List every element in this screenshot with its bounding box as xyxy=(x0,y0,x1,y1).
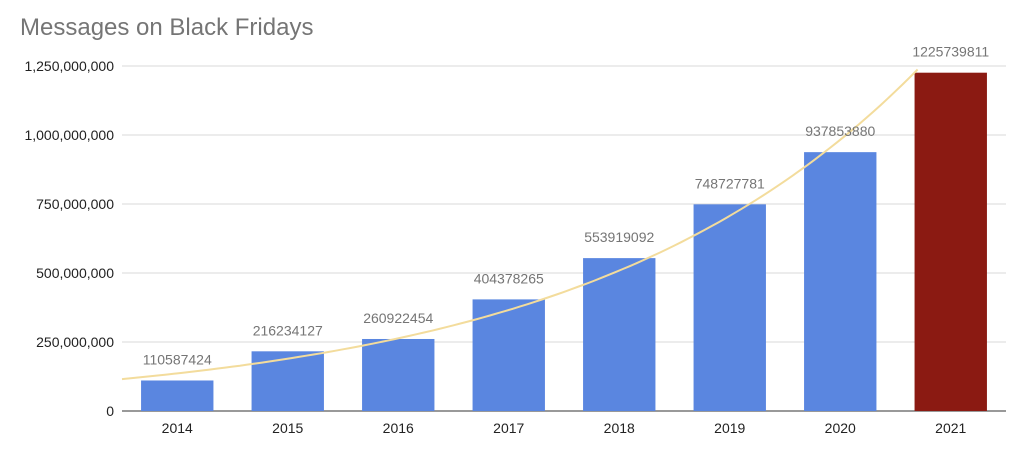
y-axis-ticks: 0 250,000,000 500,000,000 750,000,000 1,000,… xyxy=(24,58,114,419)
x-tick-label: 2019 xyxy=(714,420,745,436)
chart-title: Messages on Black Fridays xyxy=(20,14,314,41)
data-label: 260922454 xyxy=(363,310,433,326)
y-tick-label: 750,000,000 xyxy=(36,196,114,212)
x-tick-label: 2020 xyxy=(825,420,856,436)
x-tick-label: 2016 xyxy=(383,420,414,436)
x-tick-label: 2021 xyxy=(935,420,966,436)
bar xyxy=(804,152,877,411)
bar xyxy=(583,258,656,411)
data-label: 110587424 xyxy=(143,351,212,367)
data-label: 404378265 xyxy=(474,270,544,286)
trendline-layer xyxy=(121,68,919,381)
bars xyxy=(141,72,987,412)
data-labels: 110587424 216234127 260922454 404378265 5539… xyxy=(143,44,990,368)
x-tick-label: 2015 xyxy=(272,420,303,436)
x-axis-ticks: 2014 2015 2016 2017 2018 2019 2020 2021 xyxy=(162,420,967,436)
x-tick-label: 2018 xyxy=(604,420,635,436)
data-label: 1225739811 xyxy=(912,44,989,60)
bar xyxy=(141,380,214,411)
x-tick-label: 2017 xyxy=(493,420,524,436)
y-tick-label: 0 xyxy=(106,403,114,419)
y-tick-label: 250,000,000 xyxy=(36,334,114,350)
y-tick-label: 500,000,000 xyxy=(36,265,114,281)
data-label: 216234127 xyxy=(253,322,323,338)
y-tick-label: 1,000,000,000 xyxy=(24,127,114,143)
bar xyxy=(693,204,766,411)
data-label: 937853880 xyxy=(805,123,875,139)
data-label: 553919092 xyxy=(584,229,654,245)
data-label: 748727781 xyxy=(695,175,765,191)
bar xyxy=(914,72,987,412)
bar xyxy=(362,338,435,411)
bar xyxy=(251,351,324,411)
x-tick-label: 2014 xyxy=(162,420,193,436)
bar xyxy=(472,299,545,411)
y-tick-label: 1,250,000,000 xyxy=(24,58,114,74)
trendline xyxy=(121,68,919,381)
